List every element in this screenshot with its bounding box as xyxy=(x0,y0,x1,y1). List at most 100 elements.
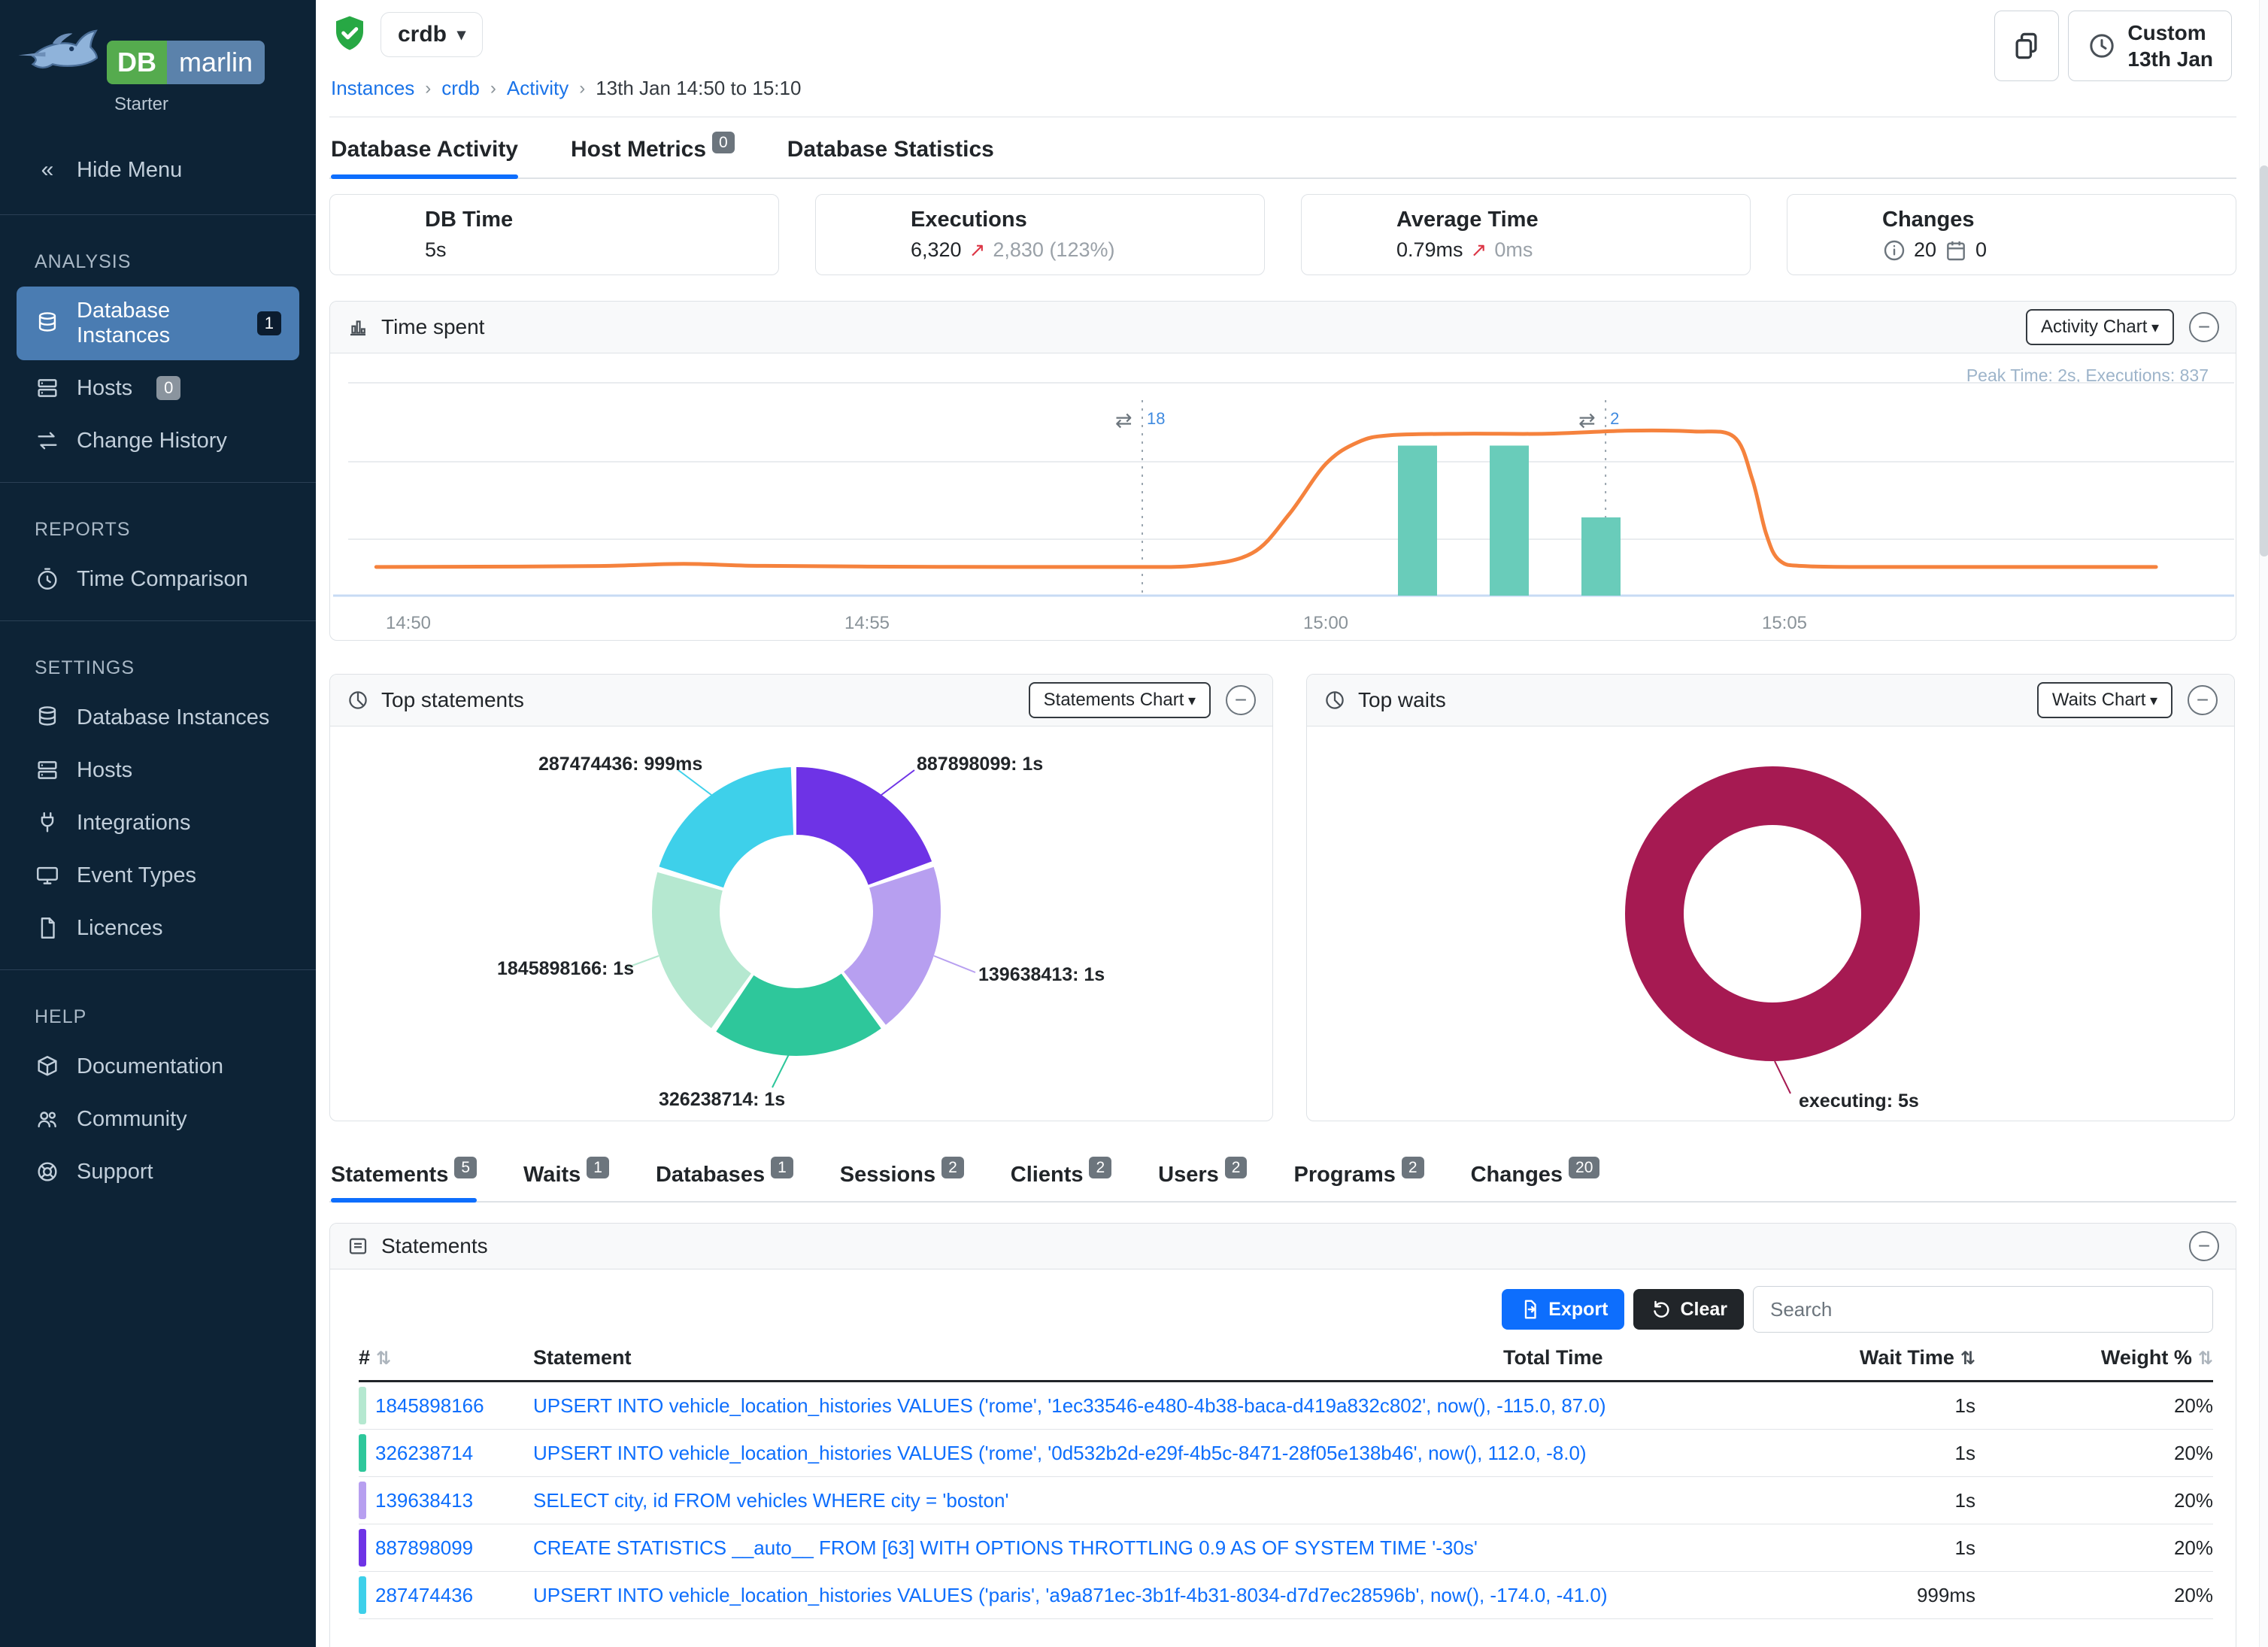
column-header-wait-time[interactable]: Wait Time ⇅ xyxy=(1859,1346,1975,1369)
tab-changes[interactable]: Changes 20 xyxy=(1471,1157,1600,1201)
column-header-weight[interactable]: Weight % ⇅ xyxy=(2100,1346,2213,1369)
collapse-panel-button[interactable]: − xyxy=(1226,685,1256,715)
wait-time-value: 1s xyxy=(1954,1488,1975,1512)
count-badge: 0 xyxy=(712,132,735,153)
sidebar-item-label: Time Comparison xyxy=(77,566,248,591)
breadcrumb-separator: › xyxy=(425,77,432,99)
breadcrumb-instances[interactable]: Instances xyxy=(331,77,415,99)
tab-waits[interactable]: Waits 1 xyxy=(523,1157,609,1201)
tab-databases[interactable]: Databases 1 xyxy=(656,1157,793,1201)
collapse-panel-button[interactable]: − xyxy=(2188,685,2218,715)
statement-link[interactable]: UPSERT INTO vehicle_location_histories V… xyxy=(533,1583,1608,1606)
scrollbar[interactable] xyxy=(2259,0,2268,1647)
weight-value: 20% xyxy=(2173,1488,2213,1512)
time-spent-panel: Time spent Activity Chart − Peak Time: 2… xyxy=(329,301,2236,641)
sidebar-item-database-instances[interactable]: Database Instances 1 xyxy=(17,287,299,360)
sidebar-item-documentation[interactable]: Documentation xyxy=(17,1042,299,1091)
breadcrumb-separator: › xyxy=(490,77,496,99)
count-badge: 2 xyxy=(1089,1157,1112,1178)
svg-text:14:55: 14:55 xyxy=(844,613,890,633)
sidebar-item-community[interactable]: Community xyxy=(17,1094,299,1144)
sidebar-item-label: Event Types xyxy=(77,863,197,887)
statement-link[interactable]: SELECT city, id FROM vehicles WHERE city… xyxy=(533,1488,1009,1512)
tab-users[interactable]: Users 2 xyxy=(1158,1157,1248,1201)
tab-host-metrics[interactable]: Host Metrics 0 xyxy=(571,132,735,177)
donut-label: executing: 5s xyxy=(1799,1090,1919,1112)
sidebar-item-support[interactable]: Support xyxy=(17,1147,299,1197)
statement-id-link[interactable]: 887898099 xyxy=(375,1536,474,1559)
column-header-num[interactable]: # ⇅ xyxy=(359,1346,392,1369)
sidebar-item-settings-hosts[interactable]: Hosts xyxy=(17,745,299,795)
statement-link[interactable]: CREATE STATISTICS __auto__ FROM [63] WIT… xyxy=(533,1536,1478,1559)
clear-button[interactable]: Clear xyxy=(1633,1289,1744,1330)
statement-id-link[interactable]: 1845898166 xyxy=(375,1394,484,1417)
chevron-down-icon: ▾ xyxy=(457,25,466,44)
section-help: HELP xyxy=(35,1006,87,1027)
logo[interactable]: DB marlin xyxy=(0,14,316,89)
waits-donut-chart[interactable]: executing: 5s xyxy=(1307,726,2234,1132)
sidebar-item-integrations[interactable]: Integrations xyxy=(17,798,299,848)
hide-menu-button[interactable]: « Hide Menu xyxy=(17,145,299,195)
brand-badge: DB marlin xyxy=(107,41,265,84)
column-header-total-time[interactable]: Total Time xyxy=(1503,1346,1603,1369)
search-input[interactable] xyxy=(1753,1286,2213,1333)
waits-chart-dropdown[interactable]: Waits Chart xyxy=(2036,682,2172,718)
sidebar-item-label: Database Instances xyxy=(77,705,270,729)
tab-database-statistics[interactable]: Database Statistics xyxy=(787,137,994,177)
collapse-panel-button[interactable]: − xyxy=(2189,1231,2219,1261)
tab-statements[interactable]: Statements 5 xyxy=(331,1157,478,1203)
divider xyxy=(0,214,316,215)
pie-chart-icon xyxy=(349,691,367,709)
sidebar-item-licences[interactable]: Licences xyxy=(17,903,299,953)
scrollbar-thumb[interactable] xyxy=(2260,165,2268,557)
time-spent-chart[interactable]: Peak Time: 2s, Executions: 837 ⇄ 18 ⇄ 2 14:5… xyxy=(330,353,2236,651)
tab-sessions[interactable]: Sessions 2 xyxy=(840,1157,964,1201)
export-button[interactable]: Export xyxy=(1502,1289,1625,1330)
statement-color-chip xyxy=(359,1434,366,1472)
sidebar-item-time-comparison[interactable]: Time Comparison xyxy=(17,554,299,604)
page-tabs: Database Activity Host Metrics 0 Database… xyxy=(329,117,2236,179)
main-content: crdb ▾ Custom 13th Jan Instances xyxy=(316,0,2268,1647)
count-badge: 1 xyxy=(771,1157,793,1178)
sidebar-item-change-history[interactable]: Change History xyxy=(17,416,299,466)
statement-id-link[interactable]: 287474436 xyxy=(375,1583,474,1606)
sidebar-item-settings-database-instances[interactable]: Database Instances xyxy=(17,693,299,742)
statement-link[interactable]: UPSERT INTO vehicle_location_histories V… xyxy=(533,1441,1587,1464)
weight-value: 20% xyxy=(2173,1536,2213,1559)
count-badge: 2 xyxy=(1401,1157,1424,1178)
stopwatch-icon xyxy=(38,568,57,590)
activity-chart-dropdown[interactable]: Activity Chart xyxy=(2026,309,2174,345)
tab-database-activity[interactable]: Database Activity xyxy=(331,137,518,179)
plug-icon xyxy=(41,812,54,833)
leader-line xyxy=(678,769,712,796)
weight-value: 20% xyxy=(2173,1583,2213,1606)
tab-programs[interactable]: Programs 2 xyxy=(1293,1157,1424,1201)
statement-id-link[interactable]: 139638413 xyxy=(375,1488,474,1512)
column-header-statement[interactable]: Statement xyxy=(533,1346,632,1369)
database-icon xyxy=(38,706,56,726)
statement-id-link[interactable]: 326238714 xyxy=(375,1441,474,1464)
top-statements-panel: Top statements Statements Chart − 88789 xyxy=(329,674,1273,1121)
collapse-panel-button[interactable]: − xyxy=(2189,312,2219,342)
breadcrumb-activity[interactable]: Activity xyxy=(506,77,569,99)
breadcrumb-crdb[interactable]: crdb xyxy=(441,77,480,99)
tab-label: Database Statistics xyxy=(787,137,994,162)
sidebar-item-event-types[interactable]: Event Types xyxy=(17,851,299,900)
sidebar-item-hosts[interactable]: Hosts 0 xyxy=(17,363,299,413)
card-value: 6,320 ↗ 2,830 (123%) xyxy=(911,238,1115,261)
top-waits-panel: Top waits Waits Chart − executing: 5s xyxy=(1306,674,2235,1121)
card-title: Average Time xyxy=(1396,208,1539,232)
leader-line xyxy=(933,955,976,973)
tab-clients[interactable]: Clients 2 xyxy=(1011,1157,1112,1201)
statements-donut-chart[interactable]: 887898099: 1s 139638413: 1s 326238714: 1… xyxy=(330,726,1272,1132)
sidebar-item-label: Hosts xyxy=(77,375,133,400)
card-value: 5s xyxy=(425,238,447,261)
time-range-button[interactable]: Custom 13th Jan xyxy=(2068,11,2232,81)
statements-chart-dropdown[interactable]: Statements Chart xyxy=(1028,682,1211,718)
copy-link-button[interactable] xyxy=(1994,11,2060,81)
instance-selector[interactable]: crdb ▾ xyxy=(381,12,484,57)
statement-link[interactable]: UPSERT INTO vehicle_location_histories V… xyxy=(533,1394,1606,1417)
panel-title: Top waits xyxy=(1358,688,1446,711)
svg-text:15:00: 15:00 xyxy=(1303,613,1348,633)
